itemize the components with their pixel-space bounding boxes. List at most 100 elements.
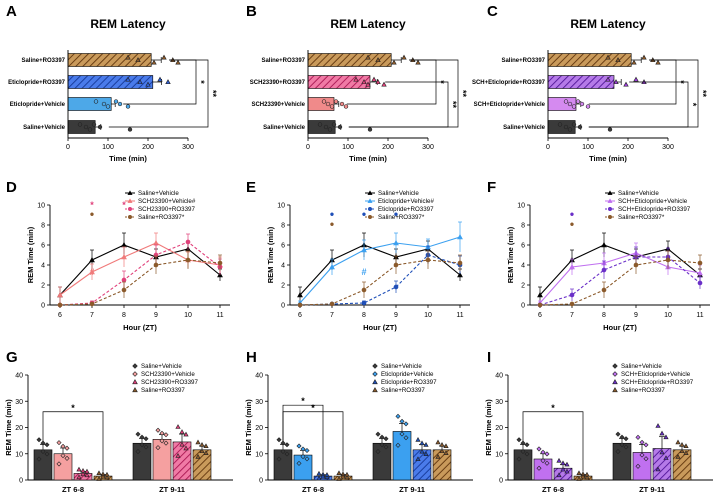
x-axis-label: Hour (ZT) xyxy=(123,323,157,332)
y-axis-label: REM Time (min) xyxy=(266,226,275,283)
bar-sch23390-ro3397 xyxy=(307,75,371,89)
data-point xyxy=(619,442,625,448)
data-point xyxy=(365,81,371,87)
data-point xyxy=(89,268,95,275)
y-tick-label: 6 xyxy=(41,243,45,250)
data-point xyxy=(520,448,526,455)
x-tick-label: 9 xyxy=(394,312,398,319)
legend-marker xyxy=(128,207,133,212)
legend-label: Eticlopride+Vehicle xyxy=(381,371,434,378)
data-point xyxy=(623,81,629,87)
x-tick-label: 0 xyxy=(66,144,70,151)
data-point xyxy=(304,456,310,462)
data-point xyxy=(564,468,570,474)
bar-saline-vehicle xyxy=(513,449,533,481)
data-point xyxy=(443,443,449,449)
data-point xyxy=(300,454,306,460)
legend-marker xyxy=(367,190,373,195)
data-point xyxy=(121,253,127,260)
y-tick-label: 40 xyxy=(255,373,263,380)
panel-h-grouped-bar-chart: 0 10 20 30 40 REM Time (min) ZT 6-8 ZT 9-11 Sali… xyxy=(244,363,473,494)
data-point xyxy=(217,260,223,266)
panel-letter-e: E xyxy=(246,179,256,196)
x-tick-label: 8 xyxy=(122,312,126,319)
data-point xyxy=(563,99,569,104)
legend-marker xyxy=(372,379,378,385)
x-axis-label: Hour (ZT) xyxy=(363,323,397,332)
data-point xyxy=(516,437,522,443)
x-tick-label: 200 xyxy=(382,144,394,151)
annotation-marker: • xyxy=(330,217,334,231)
legend-marker xyxy=(367,207,372,212)
category-label: SCH+Eticlopride+RO3397 xyxy=(472,80,546,86)
data-point xyxy=(87,127,93,132)
category-label: Saline+Vehicle xyxy=(503,125,546,131)
series-line xyxy=(539,252,701,304)
data-point xyxy=(540,458,546,464)
data-point xyxy=(575,99,581,104)
data-point xyxy=(84,468,90,474)
data-point xyxy=(331,122,337,127)
data-point xyxy=(663,434,669,440)
data-point xyxy=(399,418,405,424)
annotation-marker: # xyxy=(89,267,94,277)
legend-marker xyxy=(612,387,618,393)
x-tick-label: 200 xyxy=(142,144,154,151)
data-point xyxy=(605,76,611,82)
data-point xyxy=(143,436,149,442)
panel-letter-a: A xyxy=(6,3,17,20)
significance-marker: * xyxy=(688,103,698,107)
data-point xyxy=(393,262,399,268)
group-label: ZT 9-11 xyxy=(159,485,185,494)
y-tick-label: 10 xyxy=(15,451,23,458)
category-label: SCH23390+RO3397 xyxy=(250,80,306,86)
significance-marker: ** xyxy=(698,90,708,98)
y-tick-label: 30 xyxy=(495,399,503,406)
data-point xyxy=(135,431,141,437)
legend-label: Saline+RO3397* xyxy=(618,214,665,221)
bar-saline-vehicle xyxy=(132,442,152,481)
bar-sch-eticlopride-ro3397 xyxy=(547,75,615,89)
y-tick-label: 30 xyxy=(15,399,23,406)
x-tick-label: 8 xyxy=(362,312,366,319)
chart-title: REM Latency xyxy=(90,17,166,31)
legend-label: Eticlopride+Vehicle# xyxy=(378,198,434,205)
data-point xyxy=(127,127,133,132)
significance-bracket xyxy=(42,411,104,472)
y-tick-label: 0 xyxy=(499,478,503,485)
data-point xyxy=(601,241,607,248)
significance-bracket xyxy=(348,59,459,128)
group-label: ZT 6-8 xyxy=(542,485,564,494)
data-point xyxy=(601,267,607,273)
data-point xyxy=(415,437,421,442)
y-axis-label: REM Time (min) xyxy=(506,226,515,283)
x-tick-label: 6 xyxy=(298,312,302,319)
data-point xyxy=(457,260,463,266)
data-point xyxy=(64,455,70,461)
data-point xyxy=(524,451,530,457)
data-point xyxy=(635,463,641,469)
category-label: SCH+Eticlopride+Vehicle xyxy=(474,102,546,108)
legend-label: SCH23390+RO3397 xyxy=(141,379,198,386)
legend-label: SCH+Eticlopride+Vehicle xyxy=(621,371,691,378)
data-point xyxy=(40,448,46,455)
data-point xyxy=(560,466,566,472)
data-point xyxy=(40,440,46,446)
data-point xyxy=(284,451,290,457)
bar-saline-vehicle xyxy=(547,120,576,134)
legend-marker xyxy=(132,363,138,369)
data-point xyxy=(520,440,526,446)
chart-title: REM Latency xyxy=(570,17,646,31)
panel-a-hbar-chart: REM Latency Saline+RO3397 Eticlopride+RO33… xyxy=(8,17,218,163)
x-tick-label: 200 xyxy=(622,144,634,151)
data-point xyxy=(585,104,591,109)
data-point xyxy=(44,442,50,448)
data-point xyxy=(379,442,385,448)
data-point xyxy=(185,257,191,263)
data-point xyxy=(639,439,645,445)
series-saline-ro3397 xyxy=(537,250,703,308)
series-line xyxy=(59,241,221,306)
category-label: Eticlopride+RO3397 xyxy=(8,80,66,86)
data-point xyxy=(395,413,401,419)
legend-label: Saline+RO3397 xyxy=(381,387,425,394)
